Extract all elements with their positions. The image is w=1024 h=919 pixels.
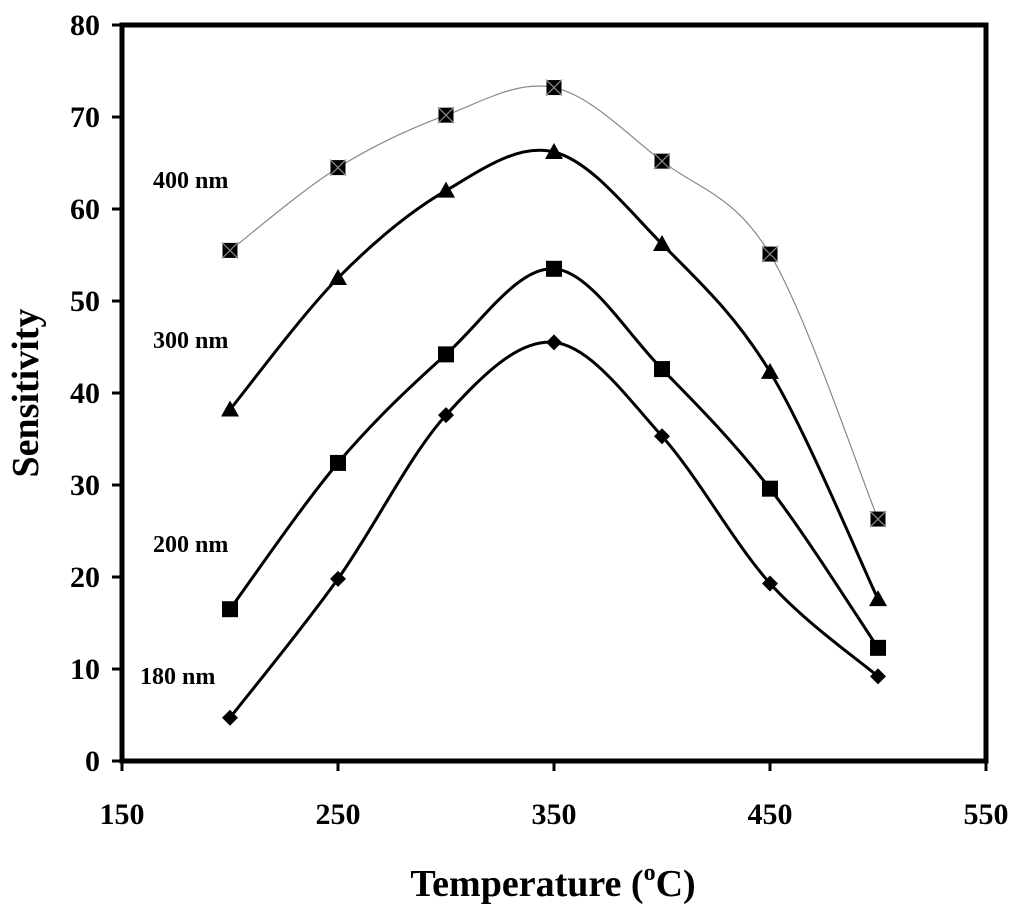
series-3-point-3 (546, 334, 562, 351)
y-tick-label-4: 40 (70, 377, 100, 410)
y-tick-label-3: 30 (70, 469, 100, 502)
series-0-point-2 (437, 106, 455, 124)
series-3-point-6 (870, 668, 886, 685)
y-tick-label-6: 60 (70, 193, 100, 226)
series-line-1 (228, 148, 880, 600)
series-line-2 (228, 267, 880, 649)
series-1-point-4 (653, 234, 671, 251)
y-axis: 0 10 20 30 40 50 60 70 80 (70, 9, 122, 778)
y-tick-label-2: 20 (70, 561, 100, 594)
plot-frame (119, 22, 989, 764)
series-2-point-4 (654, 361, 670, 378)
series-2: 200 nm (153, 260, 886, 656)
series-1-point-1 (329, 269, 347, 285)
series-2-point-1 (330, 454, 346, 471)
series-3-point-2 (438, 407, 454, 424)
series-0-point-0-cross-b (221, 241, 239, 259)
series-label-1: 300 nm (153, 328, 228, 354)
x-axis-title-suffix: C) (656, 863, 696, 905)
y-tick-label-0: 0 (85, 745, 100, 778)
series-3-point-5 (762, 575, 778, 592)
series-2-point-5 (762, 480, 778, 497)
y-tick-label-8: 80 (70, 9, 100, 42)
series-0-point-4 (653, 152, 671, 170)
series-0-point-3-cross-b (545, 79, 563, 96)
series-2-point-6 (870, 639, 886, 656)
y-tick-label-1: 10 (70, 653, 100, 686)
series-1-point-6 (869, 590, 887, 607)
series-1-point-2 (437, 181, 455, 198)
series-0-point-5-cross-b (761, 245, 779, 263)
series-3-point-0 (222, 709, 238, 726)
series-3: 180 nm (140, 334, 886, 726)
series-0-point-1 (329, 159, 347, 177)
series-line-3 (228, 340, 879, 719)
x-axis-title-main: Temperature ( (410, 863, 643, 905)
x-tick-label-1: 250 (316, 798, 361, 831)
series-group: 400 nm 300 nm 200 nm 180 nm (140, 79, 887, 726)
x-tick-label-4: 550 (964, 798, 1009, 831)
series-3-point-4 (654, 428, 670, 445)
series-0-point-5 (761, 245, 779, 263)
series-0-point-6 (869, 510, 887, 528)
series-3-point-1 (330, 570, 346, 587)
series-2-point-3 (546, 260, 562, 277)
series-0-point-6-cross-b (869, 510, 887, 528)
x-tick-label-3: 450 (748, 798, 793, 831)
x-axis-title: Temperature (oC) (410, 860, 695, 905)
y-tick-label-7: 70 (70, 101, 100, 134)
series-0: 400 nm (153, 79, 887, 528)
series-0-point-0 (221, 241, 239, 259)
series-0-point-1-cross-b (329, 159, 347, 177)
series-1: 300 nm (153, 142, 887, 607)
series-1-point-3 (545, 142, 563, 159)
series-0-point-2-cross-b (437, 106, 455, 124)
series-label-2: 200 nm (153, 532, 228, 558)
series-0-point-3 (545, 79, 563, 96)
series-2-point-2 (438, 346, 454, 363)
x-tick-label-2: 350 (532, 798, 577, 831)
series-label-0: 400 nm (153, 168, 228, 194)
series-label-3: 180 nm (140, 664, 215, 690)
x-tick-label-0: 150 (100, 798, 145, 831)
series-2-point-0 (222, 601, 238, 618)
series-0-point-4-cross-b (653, 152, 671, 170)
y-tick-label-5: 50 (70, 285, 100, 318)
y-axis-title: Sensitivity (5, 309, 47, 478)
series-1-point-0 (221, 400, 239, 417)
x-axis: 150 250 350 450 550 (100, 761, 1009, 831)
x-axis-title-superscript: o (644, 860, 656, 886)
series-1-point-5 (761, 362, 779, 379)
